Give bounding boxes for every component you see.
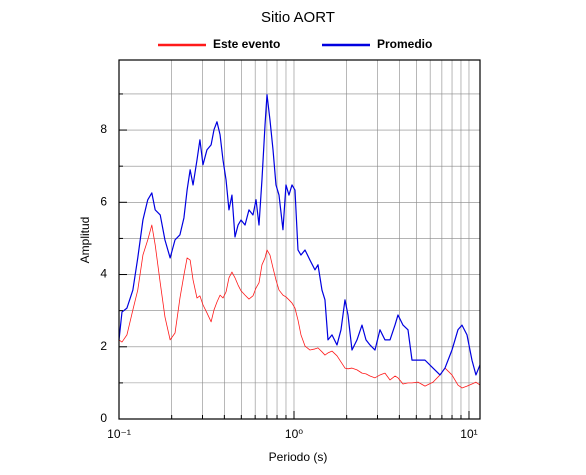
grid [118,60,480,420]
y-tick-label: 0 [100,411,107,425]
series-line [118,94,481,376]
y-tick-label: 2 [100,339,107,353]
y-tick-label: 6 [100,194,107,208]
x-tick-label: 10¹ [460,427,477,441]
x-tick-label: 10⁰ [285,427,303,441]
series-line [118,224,481,389]
x-axis-label: Periodo (s) [269,450,328,464]
legend: Este evento Promedio [158,37,432,51]
y-axis-label: Amplitud [78,217,92,264]
y-tick-label: 4 [100,267,107,281]
legend-label: Promedio [377,37,432,51]
x-tick-label: 10⁻¹ [107,427,131,441]
plot-frame [118,59,481,420]
chart-title: Sitio AORT [261,9,335,26]
plot-lines [118,94,481,389]
y-tick-label: 8 [100,122,107,136]
axes: 10⁻¹ 10⁰ 10¹ 0 2 4 6 8 [100,93,478,441]
legend-label: Este evento [213,37,280,51]
